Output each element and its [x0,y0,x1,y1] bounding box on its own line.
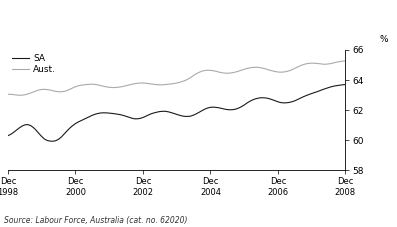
SA [219,107,224,110]
SA [152,111,156,114]
SA [50,140,55,143]
SA [87,115,92,118]
Aust. [219,71,224,74]
Line: SA: SA [8,84,345,141]
Aust. [236,70,241,73]
Aust. [323,63,328,66]
Aust. [87,83,92,86]
Aust. [152,83,156,86]
Text: Source: Labour Force, Australia (cat. no. 62020): Source: Labour Force, Australia (cat. no… [4,216,187,225]
Text: %: % [380,35,389,44]
SA [236,107,241,109]
Legend: SA, Aust.: SA, Aust. [12,54,56,74]
Aust. [42,88,47,91]
Aust. [343,59,348,62]
SA [39,135,44,138]
Aust. [6,93,10,96]
SA [323,87,328,90]
Line: Aust.: Aust. [8,61,345,95]
Aust. [17,94,21,97]
SA [343,83,348,86]
SA [6,134,10,137]
